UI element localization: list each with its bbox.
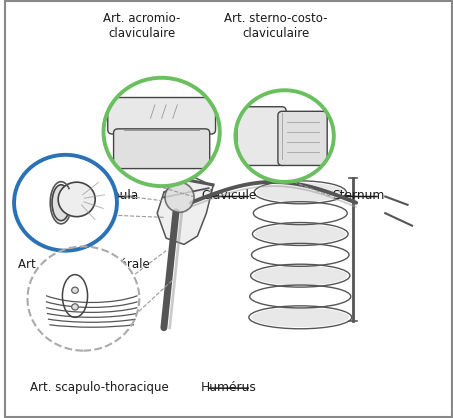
Text: Art. scapulo-humérale: Art. scapulo-humérale [18,258,149,271]
Text: Sternum: Sternum [332,189,385,202]
Ellipse shape [256,183,344,202]
FancyBboxPatch shape [237,107,286,166]
Text: Clavicule: Clavicule [201,189,256,202]
Circle shape [103,78,220,186]
Ellipse shape [52,185,70,221]
Text: Art. sterno-costo-
claviculaire: Art. sterno-costo- claviculaire [224,13,328,41]
Text: Art. acromio-
claviculaire: Art. acromio- claviculaire [103,13,180,41]
Ellipse shape [58,182,95,217]
Circle shape [72,287,78,293]
Ellipse shape [251,308,349,327]
Circle shape [72,304,78,310]
Ellipse shape [165,182,194,212]
Text: Art. scapulo-thoracique: Art. scapulo-thoracique [29,381,169,394]
Text: Scapula: Scapula [91,189,139,202]
Circle shape [236,90,334,182]
FancyBboxPatch shape [114,129,210,168]
FancyBboxPatch shape [108,97,216,134]
Polygon shape [157,176,213,245]
Ellipse shape [255,224,346,244]
Circle shape [14,155,117,251]
Circle shape [28,247,139,351]
Text: Humérus: Humérus [201,381,257,394]
FancyBboxPatch shape [278,111,327,166]
Ellipse shape [253,266,347,285]
